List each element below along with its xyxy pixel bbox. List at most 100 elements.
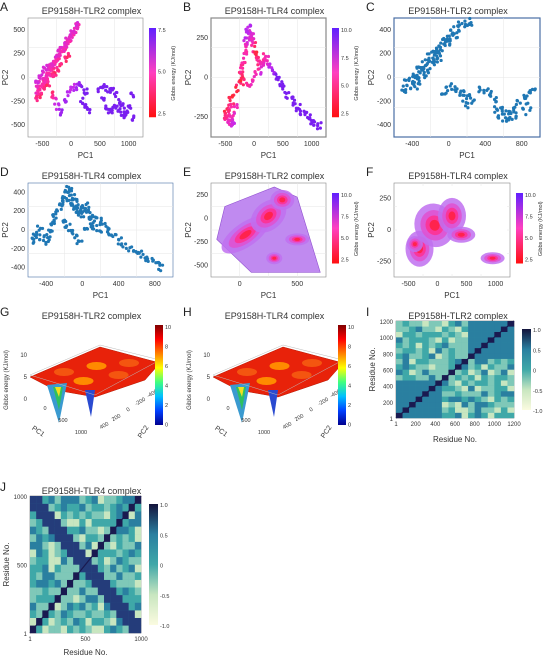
matrix-cell xyxy=(396,407,403,413)
matrix-cell xyxy=(91,617,99,626)
matrix-cell xyxy=(97,534,105,542)
x-tick-label: 1000 xyxy=(304,141,320,148)
y-tick-label: 0 xyxy=(204,75,208,82)
data-point xyxy=(514,102,518,107)
matrix-cell xyxy=(60,625,68,634)
matrix-cell xyxy=(481,326,488,332)
data-point xyxy=(225,114,230,118)
pc1-tick-label: 1000 xyxy=(258,430,270,436)
matrix-cell xyxy=(85,579,92,588)
matrix-cell xyxy=(30,534,37,542)
matrix-cell xyxy=(134,572,142,580)
matrix-diagonal xyxy=(395,320,515,419)
matrix-cell xyxy=(415,374,423,381)
matrix-cell xyxy=(122,526,129,535)
data-point xyxy=(116,109,120,113)
matrix-cell xyxy=(36,572,43,580)
matrix-cell xyxy=(36,556,43,565)
data-point xyxy=(107,90,112,94)
matrix-cell xyxy=(116,579,123,588)
y-tick-label: 0 xyxy=(21,227,25,234)
matrix-cell xyxy=(481,369,488,376)
matrix-cell xyxy=(455,342,462,349)
matrix-diagonal xyxy=(29,495,142,634)
data-point xyxy=(46,236,50,240)
matrix-cell xyxy=(67,594,74,603)
matrix-cell xyxy=(455,321,462,327)
matrix-cell xyxy=(455,385,462,392)
colorbar-label: Gibbs energy (KJ/mol) xyxy=(171,46,177,101)
matrix-cell xyxy=(396,391,403,397)
matrix-cell xyxy=(507,337,515,343)
matrix-cell xyxy=(122,556,129,565)
data-point xyxy=(32,240,36,244)
colorbar xyxy=(522,329,531,410)
colorbar-tick-label: -0.5 xyxy=(533,389,542,395)
data-point xyxy=(417,70,421,74)
pc2-tick-label: -400 xyxy=(146,389,159,400)
matrix-cell xyxy=(441,353,449,359)
data-point xyxy=(438,54,443,58)
matrix-cell xyxy=(116,556,123,565)
matrix-cell xyxy=(67,511,74,520)
y-tick-label: 800 xyxy=(383,352,394,358)
matrix-cell xyxy=(42,496,49,504)
matrix-cell xyxy=(494,369,502,376)
matrix-cell xyxy=(42,602,49,611)
x-tick-label: 1 xyxy=(394,422,398,428)
matrix-cell xyxy=(415,358,423,365)
matrix-cell xyxy=(402,331,410,338)
data-point xyxy=(79,215,83,219)
matrix-cell xyxy=(461,374,469,381)
data-point xyxy=(274,72,278,77)
x-axis-label: PC1 xyxy=(213,425,228,439)
matrix-cell xyxy=(85,625,92,634)
data-point xyxy=(310,120,314,125)
matrix-cell xyxy=(73,518,80,527)
matrix-cell xyxy=(134,511,142,520)
data-point xyxy=(458,91,462,95)
data-point xyxy=(427,52,431,56)
matrix-cell xyxy=(116,549,123,558)
colorbar-tick-label: 4 xyxy=(348,384,351,390)
matrix-cell xyxy=(468,396,475,403)
data-point xyxy=(477,85,481,89)
data-point xyxy=(77,81,81,85)
matrix-cell xyxy=(461,391,469,397)
matrix-cell xyxy=(435,364,443,370)
panel-e: E EP9158H-TLR2 complex 0 500 250 0 -250 -500 PC1… xyxy=(183,165,366,305)
matrix-cell xyxy=(461,331,469,338)
data-point xyxy=(76,25,80,29)
data-point xyxy=(51,220,55,224)
matrix-cell xyxy=(474,369,482,376)
data-point xyxy=(63,190,67,194)
matrix-cell xyxy=(48,610,55,618)
matrix-cell xyxy=(48,564,55,573)
colorbar-tick-label: 8 xyxy=(165,345,168,351)
data-point xyxy=(246,83,250,87)
panel-title: EP9158H-TLR2 complex xyxy=(41,6,142,16)
data-point xyxy=(79,207,83,212)
matrix-cell xyxy=(415,347,423,354)
y-tick-label: 250 xyxy=(196,35,208,42)
matrix-cell xyxy=(474,326,482,332)
colorbar-tick-label: 2.5 xyxy=(341,111,349,117)
data-point xyxy=(417,79,421,83)
data-point xyxy=(68,88,73,92)
matrix-cell xyxy=(116,503,123,512)
data-point xyxy=(249,34,253,38)
matrix-cell xyxy=(54,587,62,596)
data-point xyxy=(110,111,114,115)
matrix-cell xyxy=(73,503,80,512)
matrix-cell xyxy=(30,587,37,596)
matrix-cell xyxy=(428,358,436,365)
matrix-cell xyxy=(134,564,142,573)
data-point xyxy=(252,74,256,79)
data-point xyxy=(494,100,498,104)
matrix-cell xyxy=(79,518,86,527)
data-point xyxy=(56,68,60,72)
data-point xyxy=(105,85,109,89)
data-point xyxy=(76,213,81,217)
matrix-cell xyxy=(54,579,62,588)
matrix-cell xyxy=(415,337,423,343)
